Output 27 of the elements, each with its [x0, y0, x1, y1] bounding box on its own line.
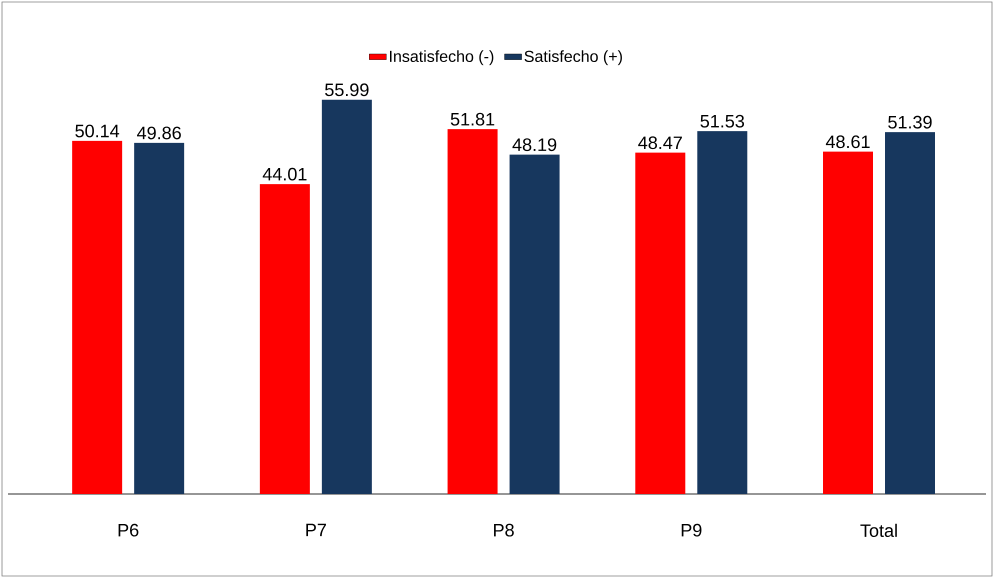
- bar: [448, 129, 498, 494]
- x-tick-label: P9: [682, 524, 702, 537]
- bar: [260, 184, 310, 494]
- bar: [510, 154, 560, 494]
- data-label: 51.53: [700, 114, 744, 128]
- data-label: 49.86: [137, 126, 181, 140]
- data-label: 50.14: [75, 124, 120, 138]
- data-label: 48.61: [826, 135, 870, 148]
- data-label: 51.81: [450, 112, 494, 126]
- x-tick-label: Total: [860, 524, 897, 537]
- data-label: 44.01: [262, 168, 306, 181]
- legend-label: Insatisfecho (-): [390, 50, 494, 66]
- x-tick-label: P6: [118, 524, 138, 537]
- data-label: 48.19: [512, 138, 556, 152]
- x-tick-label: P7: [306, 524, 326, 536]
- bar: [322, 100, 372, 494]
- data-label: 48.47: [638, 136, 682, 150]
- legend-label: Satisfecho (+): [524, 50, 622, 66]
- bar: [697, 131, 748, 494]
- bar: [134, 142, 184, 494]
- bar: [885, 132, 936, 494]
- data-label: 51.39: [888, 116, 932, 129]
- bar: [635, 152, 686, 494]
- bar: [823, 152, 874, 494]
- x-tick-label: P8: [494, 524, 514, 537]
- data-label: 55.99: [325, 83, 369, 96]
- bar: [72, 140, 122, 494]
